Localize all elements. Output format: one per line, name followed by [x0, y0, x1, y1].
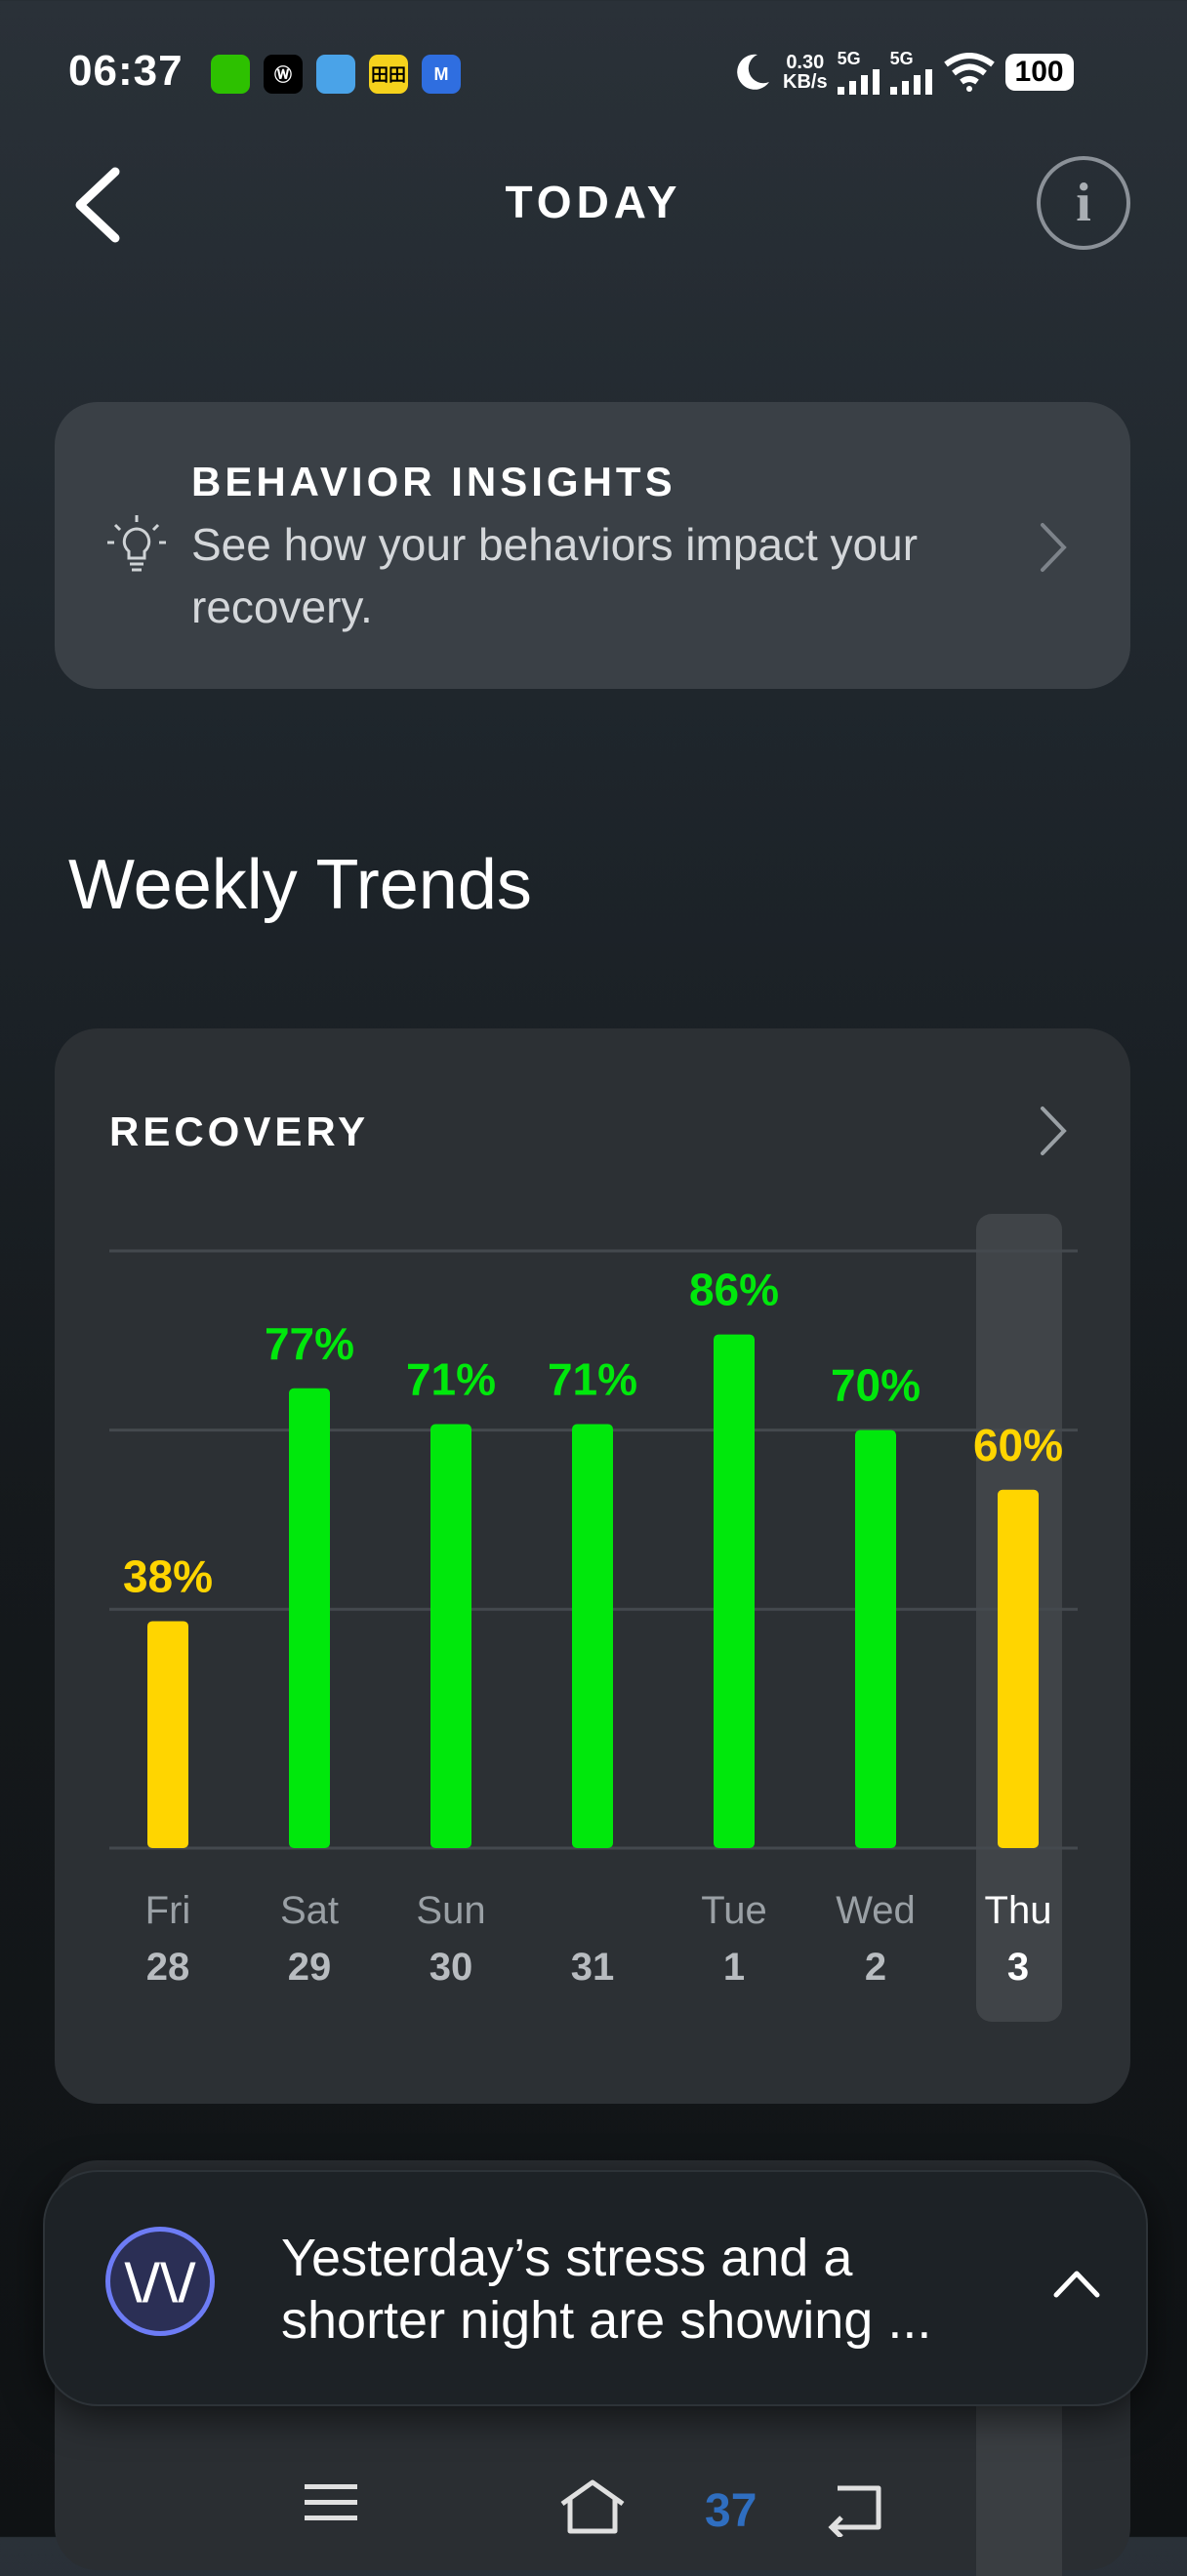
- home-icon[interactable]: [558, 2478, 627, 2537]
- bar-value-label: 77%: [265, 1318, 354, 1369]
- recovery-bar[interactable]: [714, 1334, 755, 1848]
- signal-1: 5G: [837, 49, 880, 95]
- nav-back-icon[interactable]: [828, 2478, 886, 2537]
- chevron-up-icon[interactable]: [1052, 2264, 1101, 2303]
- lightbulb-icon: [107, 515, 166, 572]
- day-number-label: 31: [570, 1946, 615, 1989]
- w-app-icon: Ⓦ: [264, 55, 303, 94]
- wechat-icon: [211, 55, 250, 94]
- wifi-icon: [943, 52, 995, 92]
- day-of-week-label: Fri: [144, 1889, 191, 1932]
- signal-bars-icon: [889, 69, 932, 95]
- day-of-week-label: Thu: [984, 1889, 1052, 1932]
- net-speed-unit: KB/s: [783, 70, 828, 93]
- recovery-bar[interactable]: [289, 1388, 330, 1848]
- bar-value-label: 71%: [406, 1353, 496, 1404]
- signal-1-label: 5G: [837, 49, 861, 68]
- bar-value-label: 86%: [689, 1265, 779, 1315]
- next-card-highlight: [976, 2381, 1062, 2576]
- day-number-label: 30: [429, 1946, 473, 1989]
- battery-indicator: 100: [1004, 53, 1074, 91]
- back-button[interactable]: [68, 166, 127, 244]
- day-of-week-label: Tue: [701, 1889, 767, 1932]
- recovery-bar[interactable]: [430, 1424, 471, 1848]
- insights-body: See how your behaviors impact your recov…: [191, 519, 919, 632]
- recovery-bar[interactable]: [998, 1489, 1039, 1848]
- info-button[interactable]: i: [1037, 156, 1130, 250]
- grid-app-icon: 田田: [369, 55, 408, 94]
- net-speed-value: 0.30: [786, 51, 825, 73]
- day-of-week-label: Sun: [416, 1889, 486, 1932]
- net-speed: 0.30 KB/s: [783, 53, 828, 92]
- coach-banner[interactable]: [43, 2170, 1148, 2406]
- status-time: 06:37: [68, 47, 184, 95]
- day-number-label: 1: [722, 1946, 746, 1989]
- bar-value-label: 60%: [973, 1420, 1063, 1470]
- menu-icon[interactable]: [305, 2484, 357, 2523]
- recovery-bar[interactable]: [147, 1621, 188, 1848]
- insights-title: BEHAVIOR INSIGHTS: [191, 459, 676, 504]
- signal-2: 5G: [889, 49, 933, 95]
- bar-value-label: 70%: [831, 1360, 921, 1411]
- day-number-label: 28: [145, 1946, 190, 1989]
- chevron-right-icon: [1041, 523, 1067, 572]
- day-number-label: 29: [287, 1946, 332, 1989]
- recovery-title: RECOVERY: [109, 1108, 370, 1154]
- day-of-week-label: Sat: [279, 1889, 340, 1932]
- coach-message: Yesterday’s stress and a shorter night a…: [281, 2229, 932, 2350]
- nav-count: 37: [705, 2485, 757, 2537]
- moon-icon: [737, 54, 769, 90]
- recovery-bar[interactable]: [572, 1424, 613, 1848]
- behavior-insights-card[interactable]: [55, 402, 1130, 689]
- bar-value-label: 71%: [548, 1353, 637, 1404]
- signal-2-label: 5G: [889, 49, 914, 68]
- weekly-trends-title: Weekly Trends: [68, 846, 532, 924]
- page-title: TODAY: [505, 177, 682, 227]
- status-right: 0.30 KB/s 5G 5G 100: [730, 49, 1074, 95]
- day-of-week-label: Wed: [836, 1889, 916, 1932]
- recovery-bar[interactable]: [855, 1429, 896, 1848]
- coach-avatar: \/\/: [105, 2227, 215, 2336]
- day-number-label: 2: [864, 1946, 887, 1989]
- recovery-chevron-icon[interactable]: [1039, 1105, 1068, 1157]
- telegram-icon: [316, 55, 355, 94]
- jd-icon: M: [422, 55, 461, 94]
- bar-value-label: 38%: [123, 1550, 213, 1601]
- day-number-label: 3: [1006, 1946, 1030, 1989]
- signal-bars-icon: [837, 69, 880, 95]
